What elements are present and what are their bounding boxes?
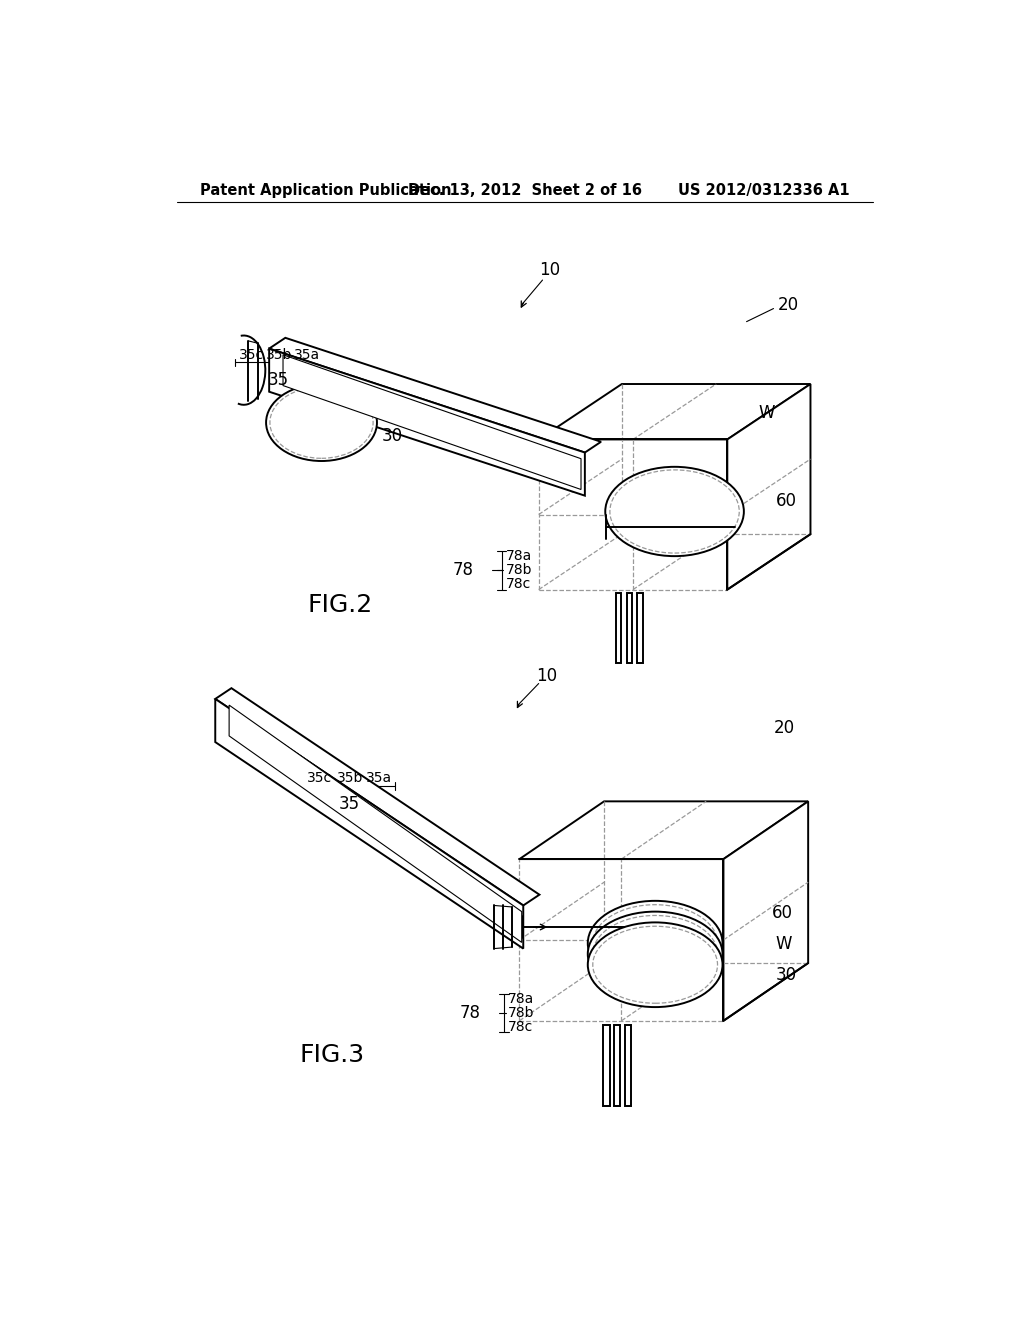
Text: 35c: 35c	[239, 347, 264, 362]
Text: 78c: 78c	[508, 1020, 534, 1034]
Text: 35b: 35b	[337, 771, 364, 785]
Text: Dec. 13, 2012  Sheet 2 of 16: Dec. 13, 2012 Sheet 2 of 16	[408, 183, 642, 198]
Text: Patent Application Publication: Patent Application Publication	[200, 183, 452, 198]
Text: 78: 78	[453, 561, 473, 579]
Text: 30: 30	[382, 426, 402, 445]
Ellipse shape	[266, 384, 377, 461]
Text: 78b: 78b	[506, 564, 532, 577]
Text: 78a: 78a	[508, 993, 535, 1006]
Text: 78: 78	[460, 1005, 481, 1022]
Ellipse shape	[588, 923, 723, 1007]
Polygon shape	[283, 355, 581, 490]
Text: 20: 20	[777, 296, 799, 314]
Text: 60: 60	[772, 904, 793, 921]
Polygon shape	[727, 384, 810, 590]
Text: FIG.3: FIG.3	[300, 1043, 366, 1068]
Text: W: W	[776, 935, 793, 953]
Ellipse shape	[605, 467, 743, 556]
Text: US 2012/0312336 A1: US 2012/0312336 A1	[678, 183, 850, 198]
Text: 35: 35	[339, 795, 359, 813]
Polygon shape	[519, 801, 808, 859]
Ellipse shape	[588, 912, 723, 997]
Polygon shape	[637, 594, 643, 663]
Polygon shape	[269, 338, 601, 453]
Text: 20: 20	[773, 719, 795, 737]
Text: 60: 60	[776, 492, 797, 510]
Text: 35a: 35a	[294, 347, 319, 362]
Polygon shape	[615, 594, 622, 663]
Text: 35: 35	[268, 371, 289, 389]
Text: FIG.2: FIG.2	[307, 593, 373, 616]
Text: 35c: 35c	[307, 771, 333, 785]
Text: 35a: 35a	[367, 771, 392, 785]
Polygon shape	[614, 1024, 621, 1106]
Polygon shape	[603, 1024, 609, 1106]
Polygon shape	[215, 688, 540, 906]
Text: 10: 10	[539, 261, 560, 279]
Polygon shape	[229, 705, 521, 942]
Polygon shape	[724, 801, 808, 1020]
Polygon shape	[627, 594, 632, 663]
Polygon shape	[539, 384, 810, 440]
Ellipse shape	[588, 900, 723, 986]
Text: 30: 30	[776, 966, 797, 983]
Polygon shape	[215, 700, 523, 949]
Text: 35b: 35b	[266, 347, 293, 362]
Polygon shape	[625, 1024, 631, 1106]
Text: 10: 10	[536, 667, 557, 685]
Text: W: W	[758, 404, 774, 421]
Text: 78c: 78c	[506, 577, 530, 591]
Polygon shape	[269, 348, 585, 496]
Text: 78b: 78b	[508, 1006, 535, 1020]
Text: 78a: 78a	[506, 549, 531, 564]
